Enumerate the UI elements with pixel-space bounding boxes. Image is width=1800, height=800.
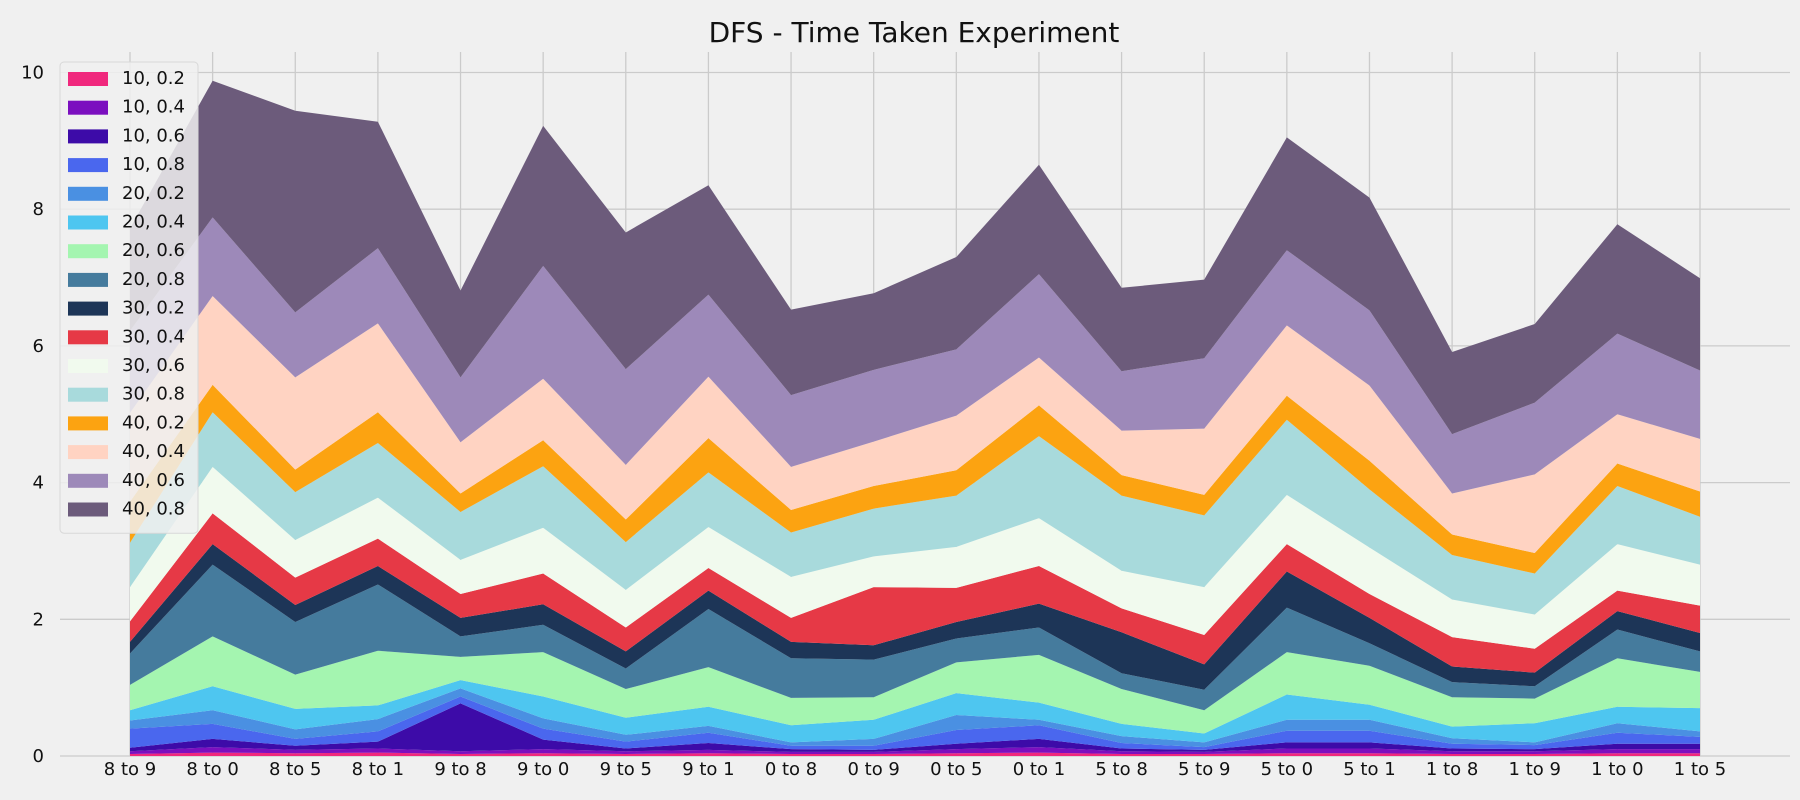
area-series-7 [130,564,1700,711]
x-axis-ticks: 8 to 9 8 to 0 8 to 5 8 to 1 9 to 8 9 to 0 9 to… [104,759,1726,780]
legend-label: 30, 0.2 [122,298,185,319]
legend-label: 20, 0.6 [122,240,185,261]
area-series-13 [130,296,1700,554]
area-series-15 [130,80,1700,435]
x-tick-label: 0 to 5 [930,759,982,780]
x-tick-label: 0 to 8 [765,759,817,780]
legend-swatch [68,100,108,115]
legend-swatch [68,129,108,144]
area-series-5 [130,680,1700,743]
legend-label: 10, 0.4 [122,97,185,118]
legend-label: 30, 0.6 [122,355,185,376]
legend-label: 30, 0.8 [122,384,185,405]
y-tick-label: 2 [33,609,44,630]
legend-swatch [68,330,108,345]
y-tick-label: 4 [33,473,44,494]
y-axis-ticks: 0 2 4 6 8 10 [21,63,44,767]
area-series [130,80,1700,756]
legend-label: 20, 0.2 [122,183,185,204]
x-tick-label: 8 to 9 [104,759,156,780]
legend: 10, 0.2 10, 0.4 10, 0.6 10, 0.8 20, 0.2 20, 0… [59,61,199,534]
legend-swatch [68,158,108,173]
area-series-8 [130,544,1700,690]
legend-label: 20, 0.8 [122,269,185,290]
area-series-14 [130,217,1700,494]
legend-label: 40, 0.8 [122,499,185,520]
legend-swatch [68,272,108,287]
x-tick-label: 9 to 8 [434,759,486,780]
x-tick-label: 0 to 1 [1013,759,1065,780]
legend-swatch [68,244,108,259]
legend-label: 10, 0.6 [122,125,185,146]
x-tick-label: 1 to 8 [1426,759,1478,780]
x-tick-label: 8 to 1 [352,759,404,780]
legend-swatch [68,502,108,517]
x-tick-label: 8 to 5 [269,759,321,780]
x-tick-label: 9 to 0 [517,759,569,780]
legend-swatch [68,473,108,488]
x-tick-label: 5 to 1 [1343,759,1395,780]
x-tick-label: 9 to 1 [682,759,734,780]
area-series-10 [130,466,1700,649]
legend-label: 40, 0.2 [122,412,185,433]
legend-swatch [68,359,108,373]
x-tick-label: 8 to 0 [186,759,238,780]
x-tick-label: 1 to 5 [1674,759,1726,780]
x-tick-label: 1 to 0 [1591,759,1643,780]
area-series-11 [130,412,1700,615]
y-tick-label: 8 [33,199,44,220]
legend-swatch [68,72,108,86]
x-tick-label: 9 to 5 [600,759,652,780]
y-tick-label: 10 [21,63,44,84]
area-series-0 [130,752,1700,756]
area-series-4 [130,688,1700,748]
area-series-2 [130,703,1700,752]
area-series-9 [130,513,1700,673]
area-series-6 [130,636,1700,734]
area-series-3 [130,696,1700,750]
area-series-12 [130,384,1700,574]
legend-label: 20, 0.4 [122,212,185,233]
legend-swatch [68,387,108,402]
legend-swatch [68,416,108,431]
legend-label: 10, 0.2 [122,68,185,89]
legend-label: 40, 0.4 [122,441,185,462]
legend-label: 10, 0.8 [122,154,185,175]
legend-swatch [68,215,108,230]
x-tick-label: 0 to 9 [847,759,899,780]
y-tick-label: 0 [33,746,44,767]
x-tick-label: 5 to 0 [1261,759,1313,780]
x-tick-label: 1 to 9 [1509,759,1561,780]
x-tick-label: 5 to 8 [1095,759,1147,780]
legend-swatch [68,445,108,460]
legend-swatch [68,186,108,201]
legend-label: 30, 0.4 [122,326,185,347]
legend-label: 40, 0.6 [122,470,185,491]
y-tick-label: 6 [33,336,44,357]
chart-title: DFS - Time Taken Experiment [709,16,1120,49]
legend-box [59,61,199,534]
x-tick-label: 5 to 9 [1178,759,1230,780]
legend-swatch [68,301,108,316]
